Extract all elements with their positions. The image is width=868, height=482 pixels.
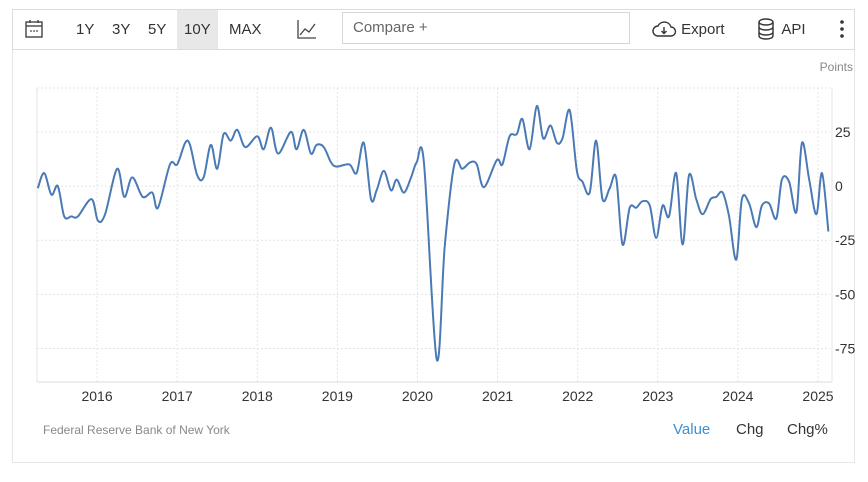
database-icon xyxy=(758,18,774,40)
y-axis-unit-label: Points xyxy=(819,60,853,74)
line-chart-icon[interactable] xyxy=(296,10,318,49)
x-tick-label: 2019 xyxy=(322,388,353,404)
api-label: API xyxy=(781,21,806,38)
y-tick-label: -50 xyxy=(835,286,855,302)
x-tick-label: 2021 xyxy=(482,388,513,404)
range-3y[interactable]: 3Y xyxy=(112,21,131,38)
y-tick-label: 0 xyxy=(835,178,843,194)
y-tick-label: 25 xyxy=(835,124,851,140)
x-tick-label: 2022 xyxy=(562,388,593,404)
export-label: Export xyxy=(681,21,725,38)
x-tick-label: 2023 xyxy=(642,388,673,404)
api-button[interactable]: API xyxy=(756,10,806,49)
range-1y[interactable]: 1Y xyxy=(76,21,95,38)
export-button[interactable]: Export xyxy=(651,10,725,49)
x-tick-label: 2016 xyxy=(81,388,112,404)
source-label: Federal Reserve Bank of New York xyxy=(43,423,230,437)
series-line-value xyxy=(36,104,830,362)
mode-value[interactable]: Value xyxy=(673,421,711,438)
calendar-icon[interactable] xyxy=(24,10,44,49)
compare-input[interactable]: Compare + xyxy=(342,12,630,44)
chart-toolbar: 1Y 3Y 5Y 10Y MAX Compare + Export API xyxy=(12,9,855,50)
range-max[interactable]: MAX xyxy=(229,21,262,38)
x-tick-label: 2020 xyxy=(402,388,433,404)
x-tick-label: 2024 xyxy=(722,388,753,404)
y-tick-label: -25 xyxy=(835,232,855,248)
y-tick-label: -75 xyxy=(835,340,855,356)
cloud-download-icon xyxy=(652,21,677,37)
x-tick-label: 2018 xyxy=(242,388,273,404)
mode-chg-pct[interactable]: Chg% xyxy=(787,421,828,438)
range-10y[interactable]: 10Y xyxy=(177,10,218,49)
x-tick-label: 2025 xyxy=(802,388,833,404)
range-5y[interactable]: 5Y xyxy=(148,21,167,38)
mode-chg[interactable]: Chg xyxy=(736,421,764,438)
x-tick-label: 2017 xyxy=(162,388,193,404)
more-vertical-icon[interactable] xyxy=(839,10,849,49)
